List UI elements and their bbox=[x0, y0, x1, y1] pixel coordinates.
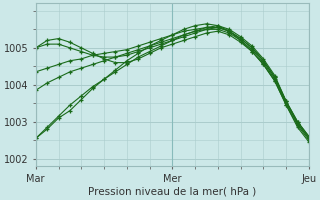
X-axis label: Pression niveau de la mer( hPa ): Pression niveau de la mer( hPa ) bbox=[88, 187, 256, 197]
